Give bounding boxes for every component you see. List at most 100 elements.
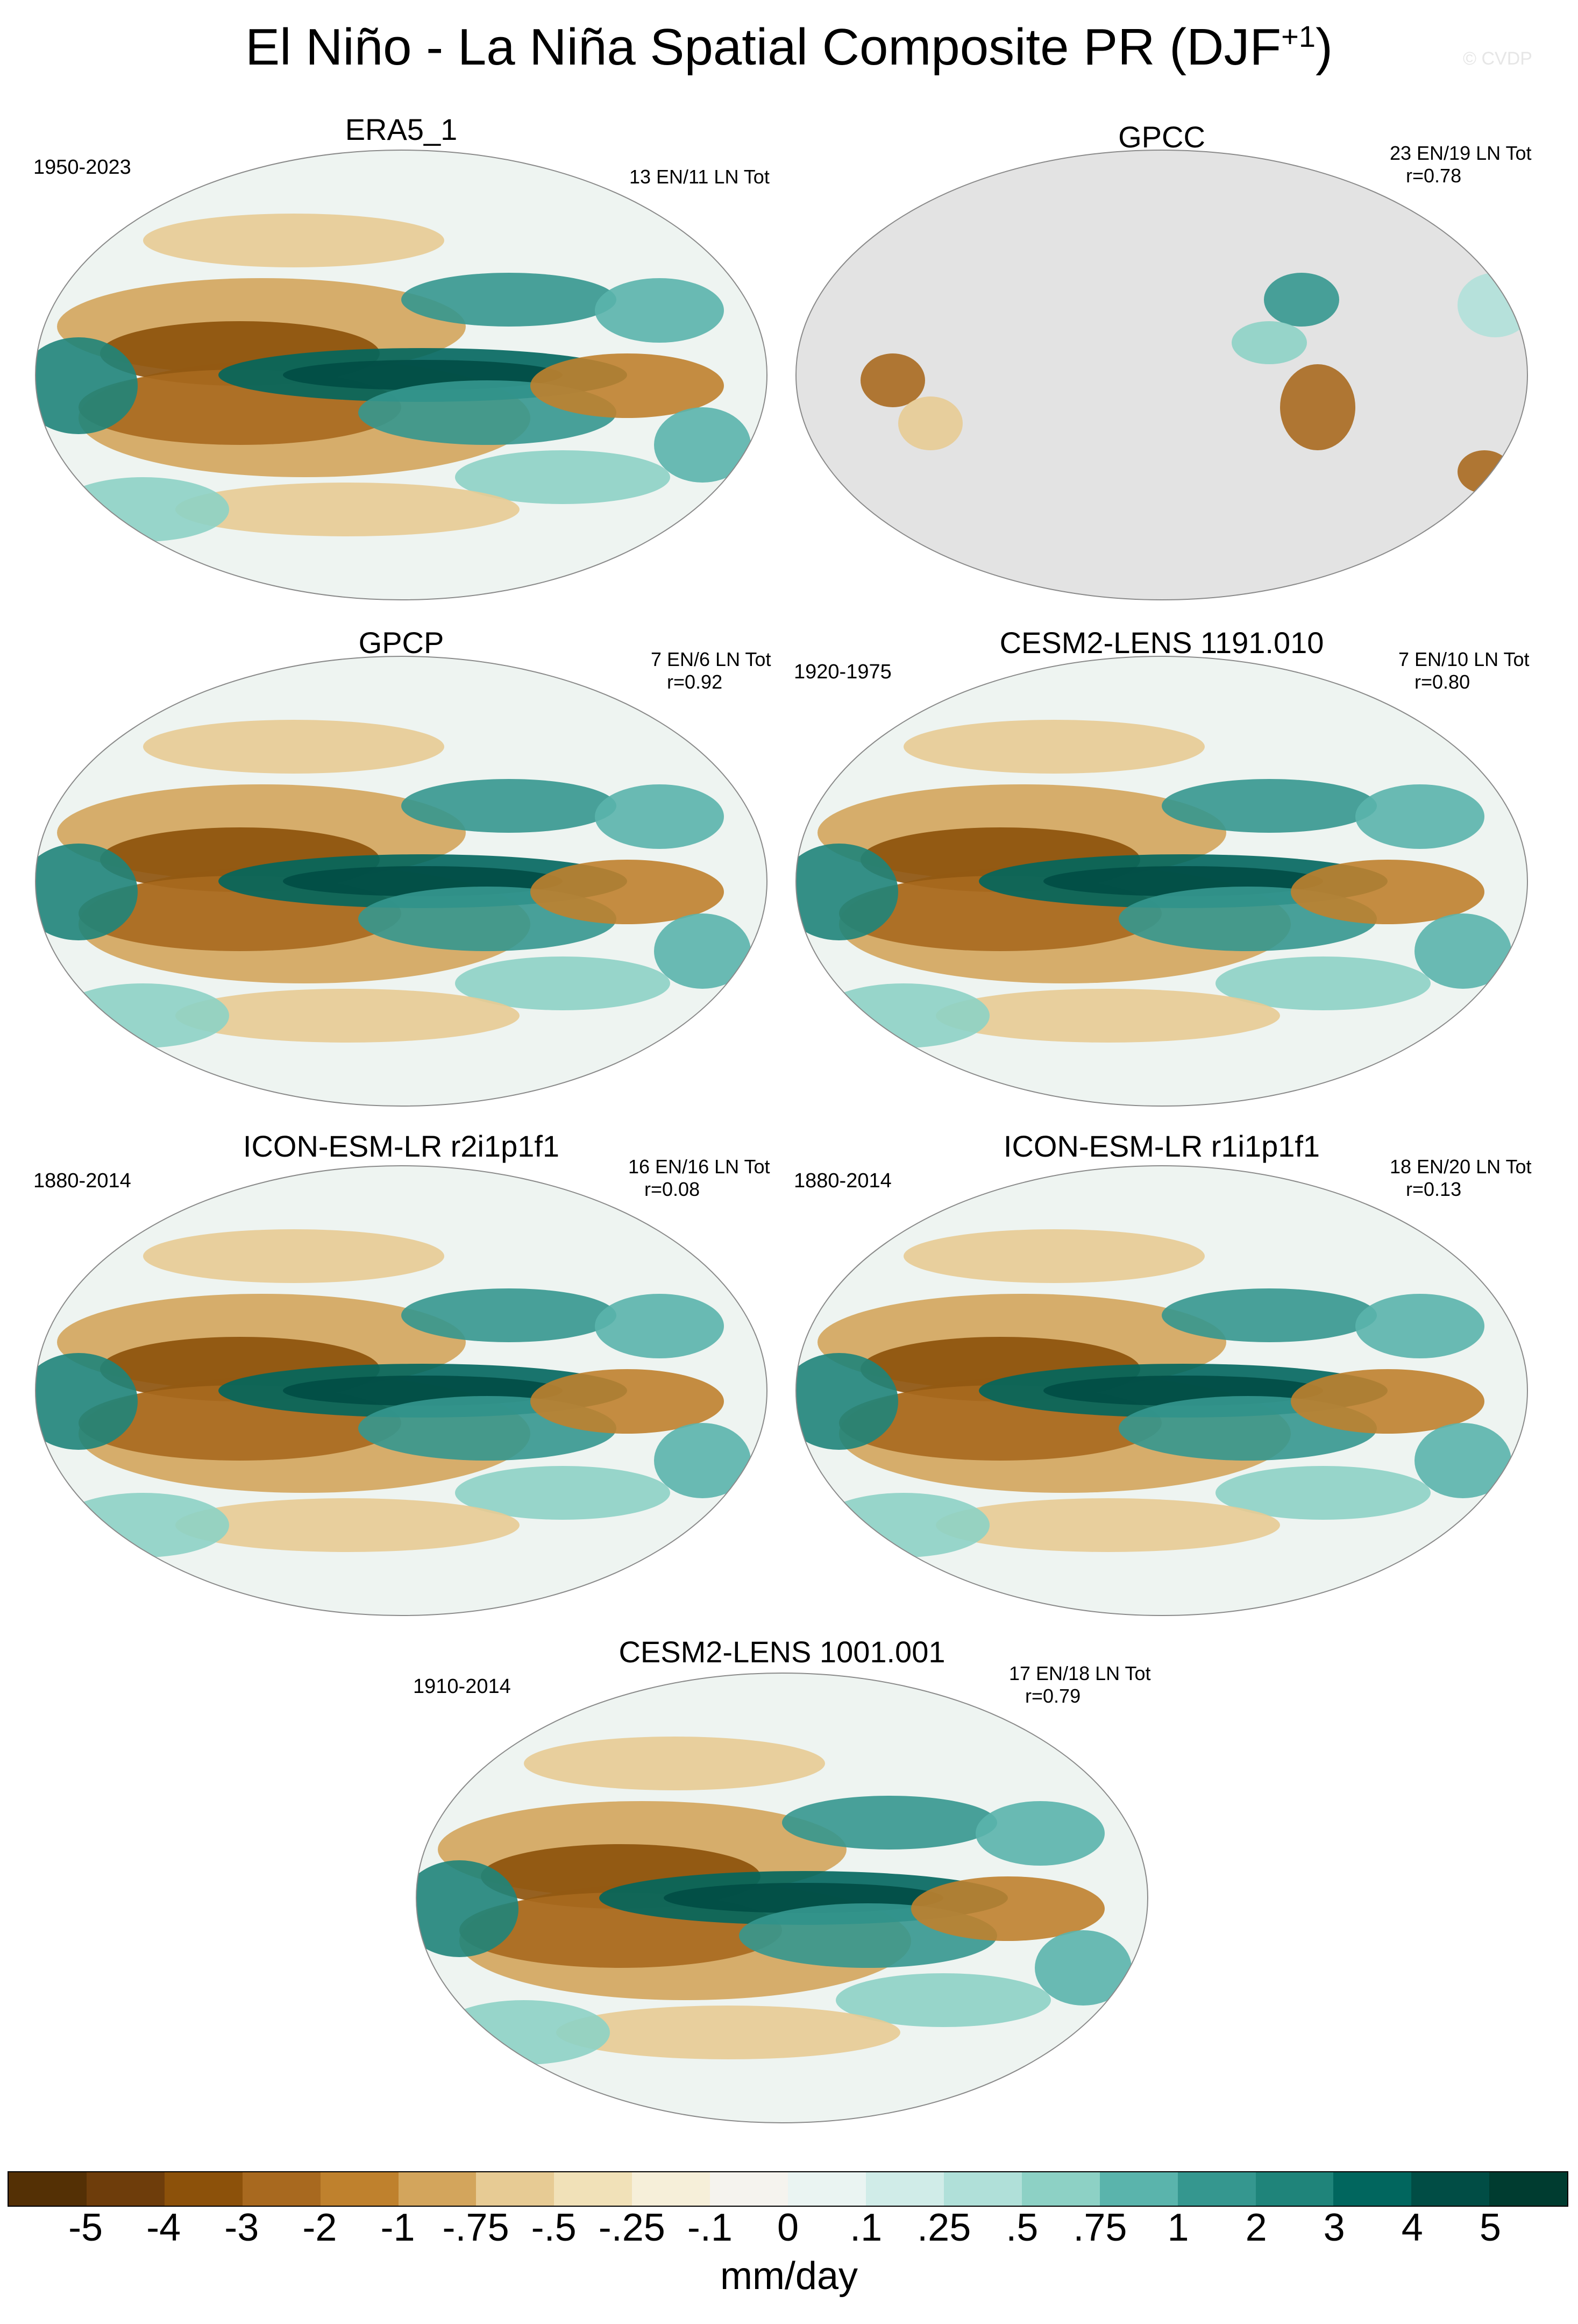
colorbar-swatch [1255,2172,1334,2206]
anomaly-region [1291,1369,1484,1434]
anomaly-region [1162,1288,1377,1342]
anomaly-region [898,396,963,450]
colorbar [8,2171,1568,2207]
map-boundary [35,1165,767,1616]
colorbar-ticks: -5 -4 -3 -2 -1 -.75 -.5 -.25 -.1 0 .1 .25 .5 .75 1 2 3 4 5 [8,2206,1568,2254]
panel-event-count: 7 EN/10 LN Tot r=0.80 [1398,648,1530,693]
globe-map [35,1165,767,1616]
colorbar-swatch [554,2172,632,2206]
anomaly-region [175,989,520,1043]
panel-title: CESM2-LENS 1001.001 [619,1635,946,1669]
map-boundary [35,656,767,1107]
anomaly-region [796,1353,898,1450]
colorbar-tick-label: -.5 [531,2206,577,2249]
anomaly-region [654,407,751,483]
colorbar-swatch [1021,2172,1100,2206]
anomaly-region [911,1876,1105,1941]
anomaly-region [796,844,898,940]
anomaly-region [936,1498,1280,1552]
anomaly-region [976,1801,1105,1866]
anomaly-region [455,1466,670,1520]
anomaly-region [595,1294,724,1358]
globe-map [35,150,767,600]
colorbar-tick-label: -5 [68,2206,103,2249]
anomaly-region [1291,860,1484,924]
anomaly-region [35,844,138,940]
anomaly-region [1414,1423,1511,1498]
anomaly-region [455,956,670,1010]
anomaly-region [1355,1294,1484,1358]
panel-event-count: 18 EN/20 LN Tot r=0.13 [1390,1156,1532,1200]
map-boundary [35,150,767,600]
anomaly-region [1414,913,1511,989]
anomaly-region [524,1737,825,1790]
globe-map [35,656,767,1107]
colorbar-tick-label: 1 [1167,2206,1189,2249]
anomaly-region [143,214,444,267]
colorbar-swatch [398,2172,477,2206]
colorbar-tick-label: -.75 [442,2206,509,2249]
anomaly-region [530,1369,724,1434]
panel-event-count: 13 EN/11 LN Tot [629,166,770,188]
colorbar-swatch [1489,2172,1568,2206]
colorbar-tick-label: 0 [777,2206,799,2249]
colorbar-tick-label: -3 [224,2206,259,2249]
anomaly-region [1280,364,1355,450]
panel-title: GPCC [1118,120,1205,154]
anomaly-region [438,2000,610,2065]
panel-period: 1920-1975 [794,661,892,683]
colorbar-tick-label: -.1 [687,2206,733,2249]
panel-period: 1880-2014 [794,1170,892,1192]
map-boundary [416,1673,1148,2123]
colorbar-tick-label: -4 [146,2206,181,2249]
colorbar-swatch [1333,2172,1412,2206]
map-boundary [795,150,1528,600]
colorbar-tick-label: .25 [917,2206,971,2249]
anomaly-region [1216,956,1431,1010]
anomaly-region [595,278,724,343]
anomaly-region [818,1493,990,1557]
anomaly-region [904,720,1205,774]
anomaly-region [1232,321,1307,364]
colorbar-tick-label: -2 [302,2206,337,2249]
colorbar-swatch [943,2172,1022,2206]
anomaly-region [401,1288,616,1342]
colorbar-tick-label: 3 [1323,2206,1345,2249]
colorbar-swatch [164,2172,243,2206]
colorbar-swatch [1411,2172,1490,2206]
anomaly-region [530,353,724,418]
colorbar-swatch [632,2172,710,2206]
anomaly-region [455,450,670,504]
panel-title: ICON-ESM-LR r2i1p1f1 [243,1129,560,1163]
colorbar-tick-label: .1 [850,2206,883,2249]
anomaly-region [836,1973,1051,2027]
anomaly-region [556,2006,900,2059]
anomaly-region [1035,1930,1132,2006]
panel-event-count: 7 EN/6 LN Tot r=0.92 [651,648,771,693]
anomaly-region [595,784,724,849]
colorbar-swatch [476,2172,555,2206]
colorbar-tick-label: .5 [1006,2206,1039,2249]
panel-event-count: 16 EN/16 LN Tot r=0.08 [628,1156,770,1200]
colorbar-swatch [320,2172,399,2206]
panel-event-count: 23 EN/19 LN Tot r=0.78 [1390,142,1532,187]
colorbar-tick-label: 5 [1479,2206,1501,2249]
colorbar-swatch [1099,2172,1178,2206]
panel-title: CESM2-LENS 1191.010 [999,626,1324,660]
colorbar-swatch [865,2172,944,2206]
anomaly-region [35,337,138,434]
globe-map [416,1673,1148,2123]
anomaly-region [1458,450,1511,493]
colorbar-swatch [1177,2172,1256,2206]
map-boundary [795,1165,1528,1616]
anomaly-region [401,779,616,833]
anomaly-region [175,483,520,536]
panel-period: 1880-2014 [33,1170,131,1192]
globe-map [795,1165,1528,1616]
anomaly-region [818,983,990,1048]
anomaly-region [861,353,925,407]
colorbar-swatch [86,2172,165,2206]
globe-map [795,150,1528,600]
colorbar-unit: mm/day [720,2255,858,2298]
anomaly-region [936,989,1280,1043]
